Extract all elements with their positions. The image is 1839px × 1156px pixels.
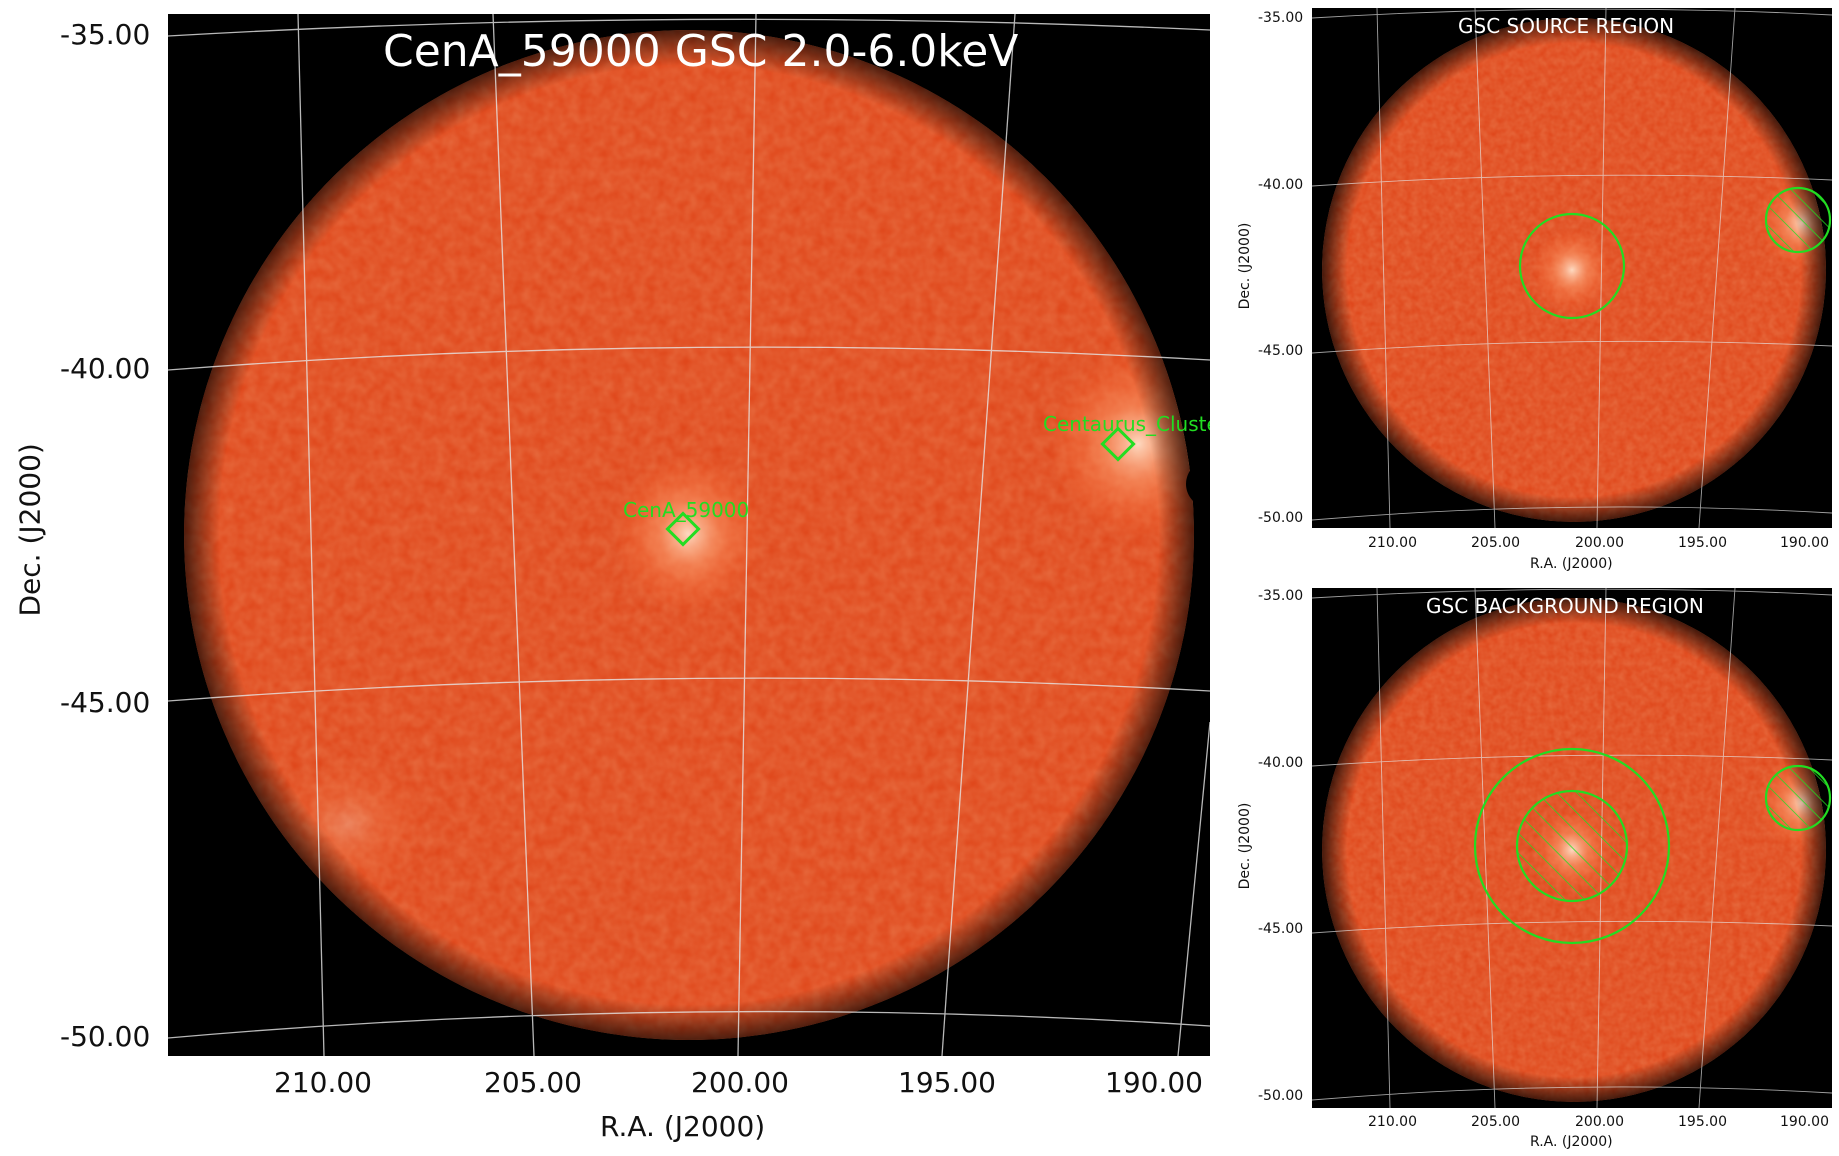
bg-xtick-4: 195.00: [1678, 1114, 1727, 1130]
src-xtick-4: 195.00: [1678, 535, 1727, 551]
excluded-cluster-circle-bg: [1764, 764, 1832, 832]
source-region-svg: [1312, 8, 1832, 528]
background-region-image: GSC BACKGROUND REGION: [1312, 588, 1832, 1108]
main-ytick-3: -45.00: [60, 686, 151, 719]
bg-ytick-2: -40.00: [1258, 755, 1304, 771]
bg-ytick-4: -50.00: [1258, 1088, 1304, 1104]
background-annulus-inner: [1515, 789, 1629, 903]
main-sky-svg: [168, 14, 1210, 1056]
bg-xtick-3: 200.00: [1575, 1114, 1624, 1130]
bg-ylabel: Dec. (J2000): [1237, 802, 1253, 890]
bg-xlabel: R.A. (J2000): [1530, 1134, 1613, 1150]
bg-ytick-1: -35.00: [1258, 588, 1304, 604]
src-xtick-1: 210.00: [1368, 535, 1417, 551]
main-xlabel: R.A. (J2000): [600, 1110, 766, 1143]
background-annulus-outer: [1473, 747, 1671, 945]
src-ytick-1: -35.00: [1258, 10, 1304, 26]
main-xtick-5: 190.00: [1105, 1066, 1203, 1099]
coordinate-grid: [168, 14, 1210, 1056]
cena-label: CenA_59000: [623, 498, 750, 522]
cena-marker: [665, 511, 701, 547]
src-ytick-4: -50.00: [1258, 510, 1304, 526]
excluded-cluster-circle: [1764, 186, 1832, 254]
background-region-svg: [1312, 588, 1832, 1108]
bg-xtick-1: 210.00: [1368, 1114, 1417, 1130]
bg-xtick-2: 205.00: [1471, 1114, 1520, 1130]
centaurus-marker: [1100, 426, 1136, 462]
src-xtick-2: 205.00: [1471, 535, 1520, 551]
main-sky-image: CenA_59000 GSC 2.0-6.0keV CenA_59000 Cen…: [168, 14, 1210, 1056]
background-region-title: GSC BACKGROUND REGION: [1426, 594, 1704, 618]
main-ytick-2: -40.00: [60, 352, 151, 385]
main-xtick-3: 200.00: [691, 1066, 789, 1099]
main-ytick-1: -35.00: [60, 18, 151, 51]
main-xtick-2: 205.00: [484, 1066, 582, 1099]
main-xtick-4: 195.00: [898, 1066, 996, 1099]
src-xlabel: R.A. (J2000): [1530, 556, 1613, 572]
main-ylabel: Dec. (J2000): [13, 443, 47, 617]
centaurus-label: Centaurus_Cluster: [1043, 412, 1210, 436]
src-xtick-3: 200.00: [1575, 535, 1624, 551]
main-ytick-4: -50.00: [60, 1020, 151, 1053]
bg-ytick-3: -45.00: [1258, 921, 1304, 937]
source-region-title: GSC SOURCE REGION: [1458, 14, 1675, 38]
src-ytick-3: -45.00: [1258, 343, 1304, 359]
main-xtick-1: 210.00: [274, 1066, 372, 1099]
main-title: CenA_59000 GSC 2.0-6.0keV: [383, 26, 1019, 77]
src-ylabel: Dec. (J2000): [1237, 222, 1253, 310]
source-region-image: GSC SOURCE REGION: [1312, 8, 1832, 528]
source-circle: [1518, 212, 1626, 320]
src-ytick-2: -40.00: [1258, 177, 1304, 193]
src-xtick-5: 190.00: [1780, 535, 1829, 551]
bg-xtick-5: 190.00: [1780, 1114, 1829, 1130]
